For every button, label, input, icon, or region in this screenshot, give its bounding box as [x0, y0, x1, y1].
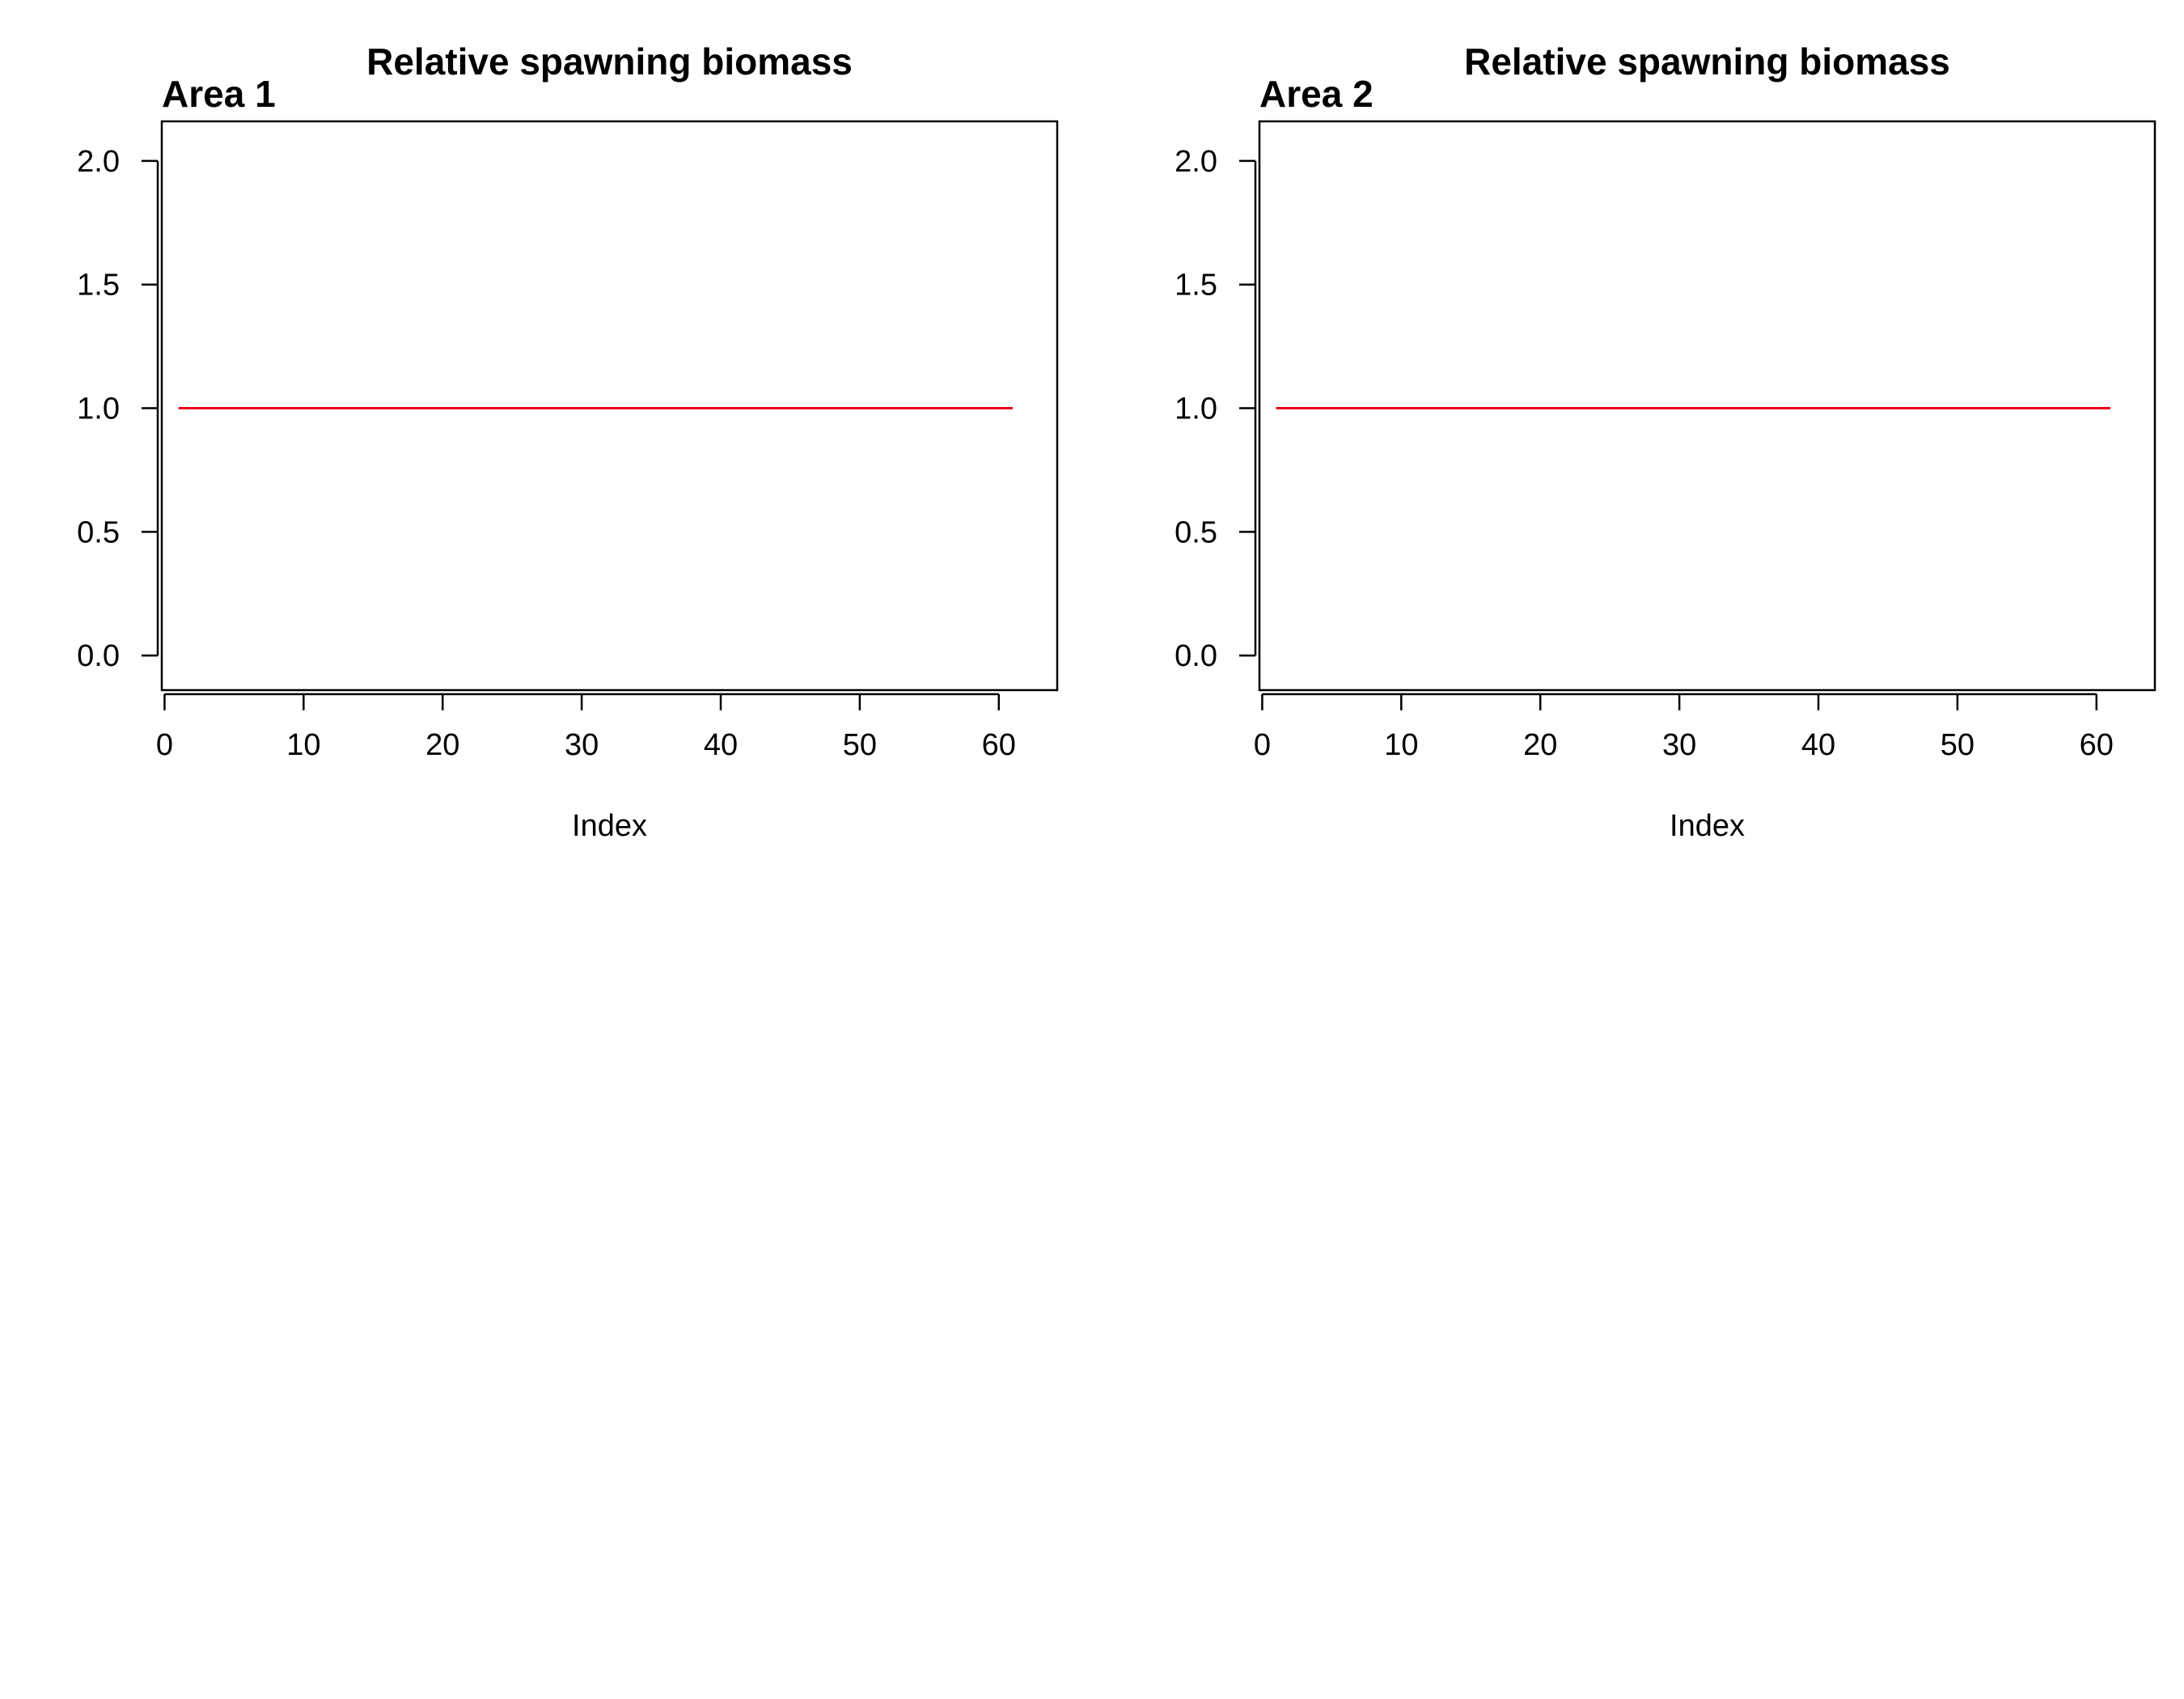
y-tick-label: 0.5: [1175, 515, 1217, 549]
chart-title: Relative spawning biomass: [366, 40, 853, 83]
x-tick-label: 0: [156, 728, 173, 762]
x-tick-label: 20: [1523, 728, 1557, 762]
x-tick-label: 10: [1384, 728, 1418, 762]
y-tick-label: 0.5: [77, 515, 120, 549]
x-tick-label: 60: [982, 728, 1016, 762]
chart-panel-area-2: Relative spawning biomass Area 2 0 10 20 30 40…: [1175, 40, 2156, 843]
y-tick-label: 2.0: [1175, 145, 1217, 179]
x-tick-label: 30: [565, 728, 599, 762]
y-tick-label: 1.5: [77, 269, 120, 303]
x-tick-label: 50: [843, 728, 877, 762]
y-tick-label: 1.5: [1175, 269, 1217, 303]
chart-title: Relative spawning biomass: [1464, 40, 1950, 83]
panel-label: Area 1: [162, 73, 276, 115]
x-tick-label: 50: [1941, 728, 1974, 762]
x-axis-label: Index: [572, 809, 647, 843]
chart-panel-area-1: Relative spawning biomass Area 1 0 10 20 30 40…: [77, 40, 1059, 843]
y-tick-label: 1.0: [1175, 392, 1217, 426]
y-tick-label: 0.0: [1175, 639, 1217, 673]
y-tick-label: 0.0: [77, 639, 120, 673]
x-axis-label: Index: [1670, 809, 1745, 843]
x-tick-label: 0: [1254, 728, 1271, 762]
plot-frame: [1258, 120, 2156, 692]
y-tick-label: 1.0: [77, 392, 120, 426]
x-tick-label: 60: [2080, 728, 2114, 762]
y-tick-label: 2.0: [77, 145, 120, 179]
panel-label: Area 2: [1259, 73, 1373, 115]
x-tick-label: 30: [1662, 728, 1696, 762]
x-tick-label: 10: [286, 728, 320, 762]
x-tick-label: 40: [1801, 728, 1835, 762]
x-tick-label: 40: [704, 728, 738, 762]
plot-frame: [160, 120, 1059, 692]
x-tick-label: 20: [425, 728, 459, 762]
